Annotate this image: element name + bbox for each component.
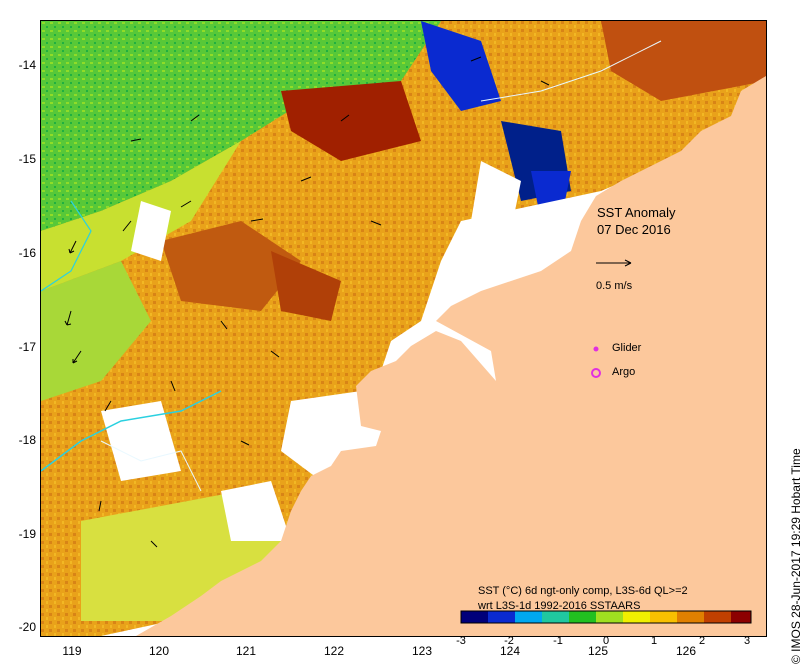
colorbar-seg (515, 611, 542, 623)
colorbar-seg (623, 611, 650, 623)
colorbar-title-line2: wrt L3S-1d 1992-2016 SSTAARS (478, 600, 641, 612)
sst-cool-north-region (41, 21, 441, 231)
lon-tick-label: 121 (235, 644, 257, 658)
colorbar (460, 610, 752, 624)
isobath-contour-4 (100, 440, 202, 492)
lat-tick-label: -19 (18, 527, 36, 541)
lon-tick-label: 125 (587, 644, 609, 658)
lon-tick-label: 122 (323, 644, 345, 658)
glider-legend-label: Glider (612, 342, 642, 354)
isobath-contour-3 (480, 40, 662, 102)
colorbar-tick-label: -2 (504, 635, 514, 647)
map-date: 07 Dec 2016 (597, 222, 671, 237)
velocity-scale-arrow (596, 259, 632, 267)
sst-warm-patch-3 (271, 251, 341, 321)
colorbar-tick-label: 0 (602, 635, 610, 647)
map-frame (40, 20, 767, 637)
colorbar-seg (569, 611, 596, 623)
lat-tick-label: -14 (18, 58, 36, 72)
lon-tick-label: 126 (675, 644, 697, 658)
velocity-scale-label: 0.5 m/s (596, 280, 633, 292)
colorbar-seg (704, 611, 731, 623)
lon-tick-label: 120 (148, 644, 170, 658)
colorbar-tick-label: 2 (698, 635, 706, 647)
lat-tick-label: -15 (18, 152, 36, 166)
colorbar-tick-label: -3 (456, 635, 466, 647)
colorbar-seg (461, 611, 488, 623)
imos-credit: © IMOS 28-Jun-2017 19:29 Hobart Time (789, 448, 803, 664)
isobath-contour-2 (41, 200, 92, 292)
colorbar-seg (677, 611, 704, 623)
colorbar-seg (596, 611, 623, 623)
sst-warm-patch-1 (281, 81, 421, 161)
argo-legend-label: Argo (612, 366, 636, 378)
sst-warm-patch-4 (601, 21, 766, 101)
lon-tick-label: 119 (62, 644, 82, 658)
land-australia (136, 76, 766, 636)
lon-tick-label: 123 (411, 644, 433, 658)
current-vectors (64, 56, 550, 548)
isobath-contour-1 (41, 390, 222, 472)
colorbar-seg (731, 611, 751, 623)
lat-tick-label: -18 (18, 433, 36, 447)
lat-tick-label: -16 (18, 246, 36, 260)
colorbar-title-line1: SST (°C) 6d ngt-only comp, L3S-6d QL>=2 (478, 585, 688, 597)
lat-tick-label: -17 (18, 340, 36, 354)
glider-marker (593, 346, 599, 352)
colorbar-seg (488, 611, 515, 623)
map-title: SST Anomaly (597, 205, 676, 220)
colorbar-tick-label: -1 (553, 635, 563, 647)
sst-green-west (41, 261, 151, 401)
colorbar-tick-label: 3 (743, 635, 751, 647)
nodata-gap-2 (131, 201, 171, 261)
lon-tick-label: 124 (499, 644, 521, 658)
colorbar-tick-label: 1 (650, 635, 658, 647)
lat-tick-label: -20 (18, 620, 36, 634)
argo-marker (591, 368, 601, 378)
sst-cold-patch-1 (421, 21, 501, 111)
sst-warm-patch-2 (161, 221, 301, 311)
colorbar-seg (650, 611, 677, 623)
colorbar-seg (542, 611, 569, 623)
sst-anomaly-map (41, 21, 766, 636)
nodata-gap-4 (221, 481, 291, 541)
